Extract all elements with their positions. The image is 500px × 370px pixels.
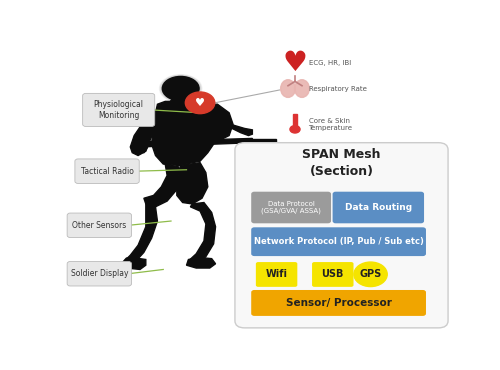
- FancyBboxPatch shape: [82, 93, 154, 127]
- FancyBboxPatch shape: [235, 143, 448, 328]
- Polygon shape: [188, 202, 216, 265]
- Bar: [252, 139, 276, 142]
- Ellipse shape: [160, 75, 202, 102]
- FancyBboxPatch shape: [67, 213, 132, 238]
- Polygon shape: [202, 110, 252, 135]
- Text: Sensor/ Processor: Sensor/ Processor: [286, 298, 392, 308]
- FancyBboxPatch shape: [256, 262, 298, 287]
- Circle shape: [354, 262, 387, 286]
- Text: Core & Skin
Temperature: Core & Skin Temperature: [308, 118, 352, 131]
- Polygon shape: [186, 258, 216, 268]
- Text: Tactical Radio: Tactical Radio: [80, 166, 134, 176]
- Bar: [292, 114, 298, 128]
- FancyBboxPatch shape: [251, 192, 331, 223]
- Ellipse shape: [161, 75, 200, 102]
- Ellipse shape: [294, 80, 310, 97]
- Circle shape: [290, 125, 300, 133]
- Text: Soldier Display: Soldier Display: [70, 269, 128, 278]
- Polygon shape: [130, 107, 162, 155]
- FancyBboxPatch shape: [251, 290, 426, 316]
- Circle shape: [186, 92, 215, 114]
- Text: GPS: GPS: [360, 269, 382, 279]
- FancyBboxPatch shape: [312, 262, 354, 287]
- Text: Physiological
Monitoring: Physiological Monitoring: [94, 100, 144, 120]
- Polygon shape: [124, 204, 158, 264]
- Text: ECG, HR, IBI: ECG, HR, IBI: [308, 60, 351, 66]
- Polygon shape: [140, 138, 252, 147]
- Text: Other Sensors: Other Sensors: [72, 221, 126, 230]
- FancyBboxPatch shape: [332, 192, 424, 223]
- FancyBboxPatch shape: [75, 159, 139, 184]
- Text: Respiratory Rate: Respiratory Rate: [308, 85, 366, 91]
- Text: Data Routing: Data Routing: [345, 203, 412, 212]
- Text: Wifi: Wifi: [266, 269, 287, 279]
- Text: Network Protocol (IP, Pub / Sub etc): Network Protocol (IP, Pub / Sub etc): [254, 237, 424, 246]
- Polygon shape: [152, 101, 218, 165]
- FancyBboxPatch shape: [251, 227, 426, 256]
- Polygon shape: [122, 258, 146, 269]
- Polygon shape: [144, 164, 179, 207]
- Text: ♥: ♥: [195, 98, 205, 108]
- Text: Data Protocol
(GSA/GVA/ ASSA): Data Protocol (GSA/GVA/ ASSA): [261, 201, 321, 214]
- Text: USB: USB: [322, 269, 344, 279]
- Polygon shape: [177, 163, 208, 204]
- Polygon shape: [200, 104, 233, 144]
- Ellipse shape: [170, 97, 192, 108]
- Polygon shape: [134, 142, 148, 153]
- Text: SPAN Mesh
(Section): SPAN Mesh (Section): [302, 148, 381, 178]
- FancyBboxPatch shape: [67, 262, 132, 286]
- Ellipse shape: [162, 77, 199, 101]
- Text: ♥: ♥: [282, 49, 308, 77]
- Ellipse shape: [280, 80, 295, 97]
